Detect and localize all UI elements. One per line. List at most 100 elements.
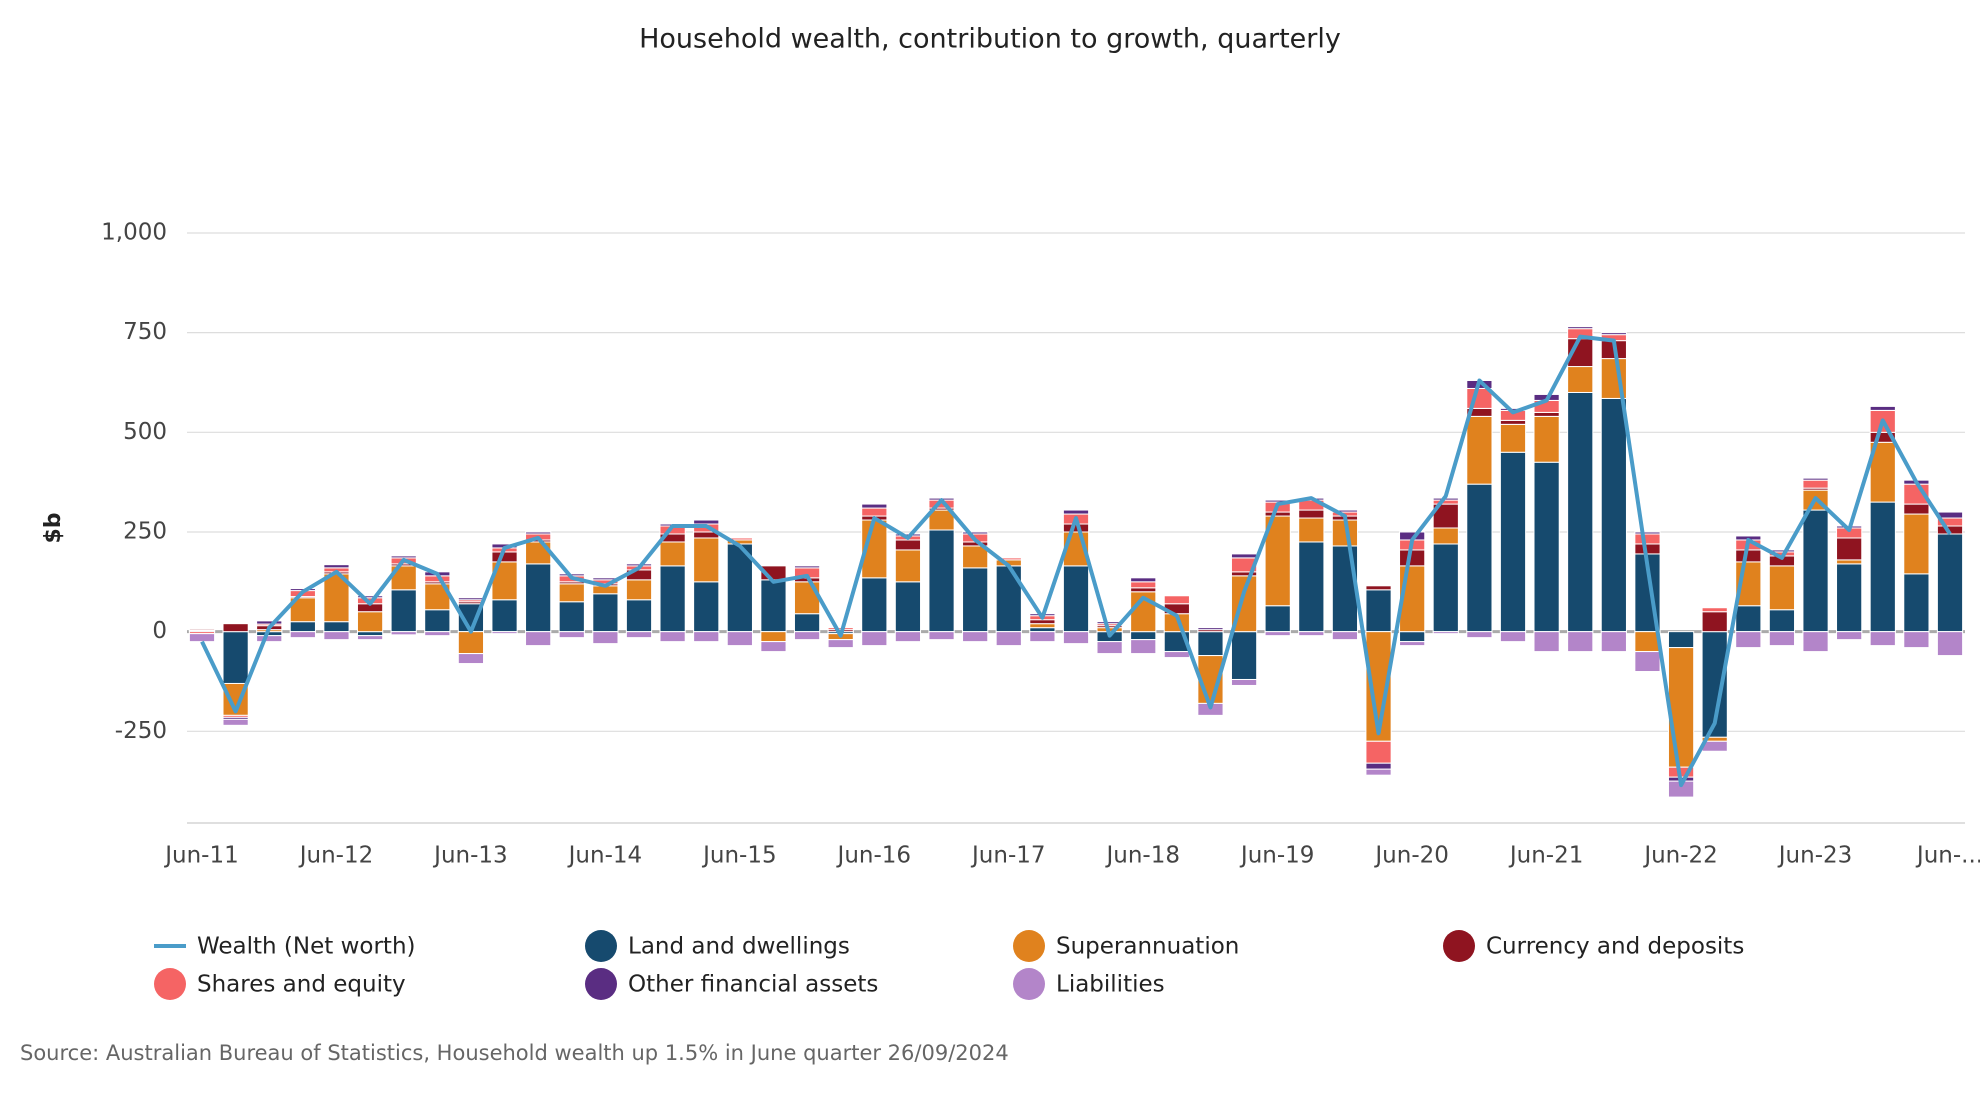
bar-segment: [1499, 419, 1527, 425]
bar-segment: [1567, 631, 1594, 653]
bar-segment: [289, 631, 316, 639]
bar-segment: [793, 631, 821, 641]
bar-segment: [995, 557, 1022, 561]
legend-swatch: [585, 930, 617, 962]
legend-swatch: [585, 968, 617, 1000]
bar-segment: [693, 519, 720, 525]
bar-segment: [1062, 631, 1090, 645]
bar-segment: [356, 611, 384, 633]
bar-segment: [625, 599, 653, 633]
bar-segment: [424, 609, 451, 633]
bar-segment: [1163, 651, 1190, 659]
bar-segment: [1399, 641, 1426, 647]
bar-segment: [1399, 549, 1426, 567]
bar-segment: [894, 539, 922, 551]
bar-segment: [1062, 565, 1090, 633]
bar-segment: [1499, 451, 1527, 633]
bar-segment: [1802, 477, 1829, 481]
bar-segment: [1567, 391, 1594, 633]
bar-segment: [693, 537, 720, 583]
bar-segment: [1701, 611, 1728, 633]
bar-segment: [827, 639, 854, 649]
bar-segment: [323, 621, 350, 633]
bar-segment: [1331, 631, 1359, 641]
bar-segment: [1533, 631, 1560, 653]
x-tick-label: Jun-11: [163, 843, 239, 869]
bar-segment: [1264, 605, 1291, 633]
bar-segment: [1869, 501, 1896, 633]
bar-segment: [928, 529, 955, 633]
bar-segment: [1029, 619, 1056, 625]
bar-segment: [222, 631, 249, 684]
bar-segment: [861, 507, 888, 517]
x-tick-label: Jun-14: [567, 843, 643, 869]
bar-segment: [1499, 631, 1527, 643]
bar-segment: [793, 565, 821, 569]
x-tick-label: Jun-22: [1642, 843, 1718, 869]
bar-segment: [995, 631, 1022, 647]
bar-segment: [1432, 543, 1459, 633]
x-tick-label: Jun-21: [1508, 843, 1584, 869]
bar-segment: [861, 503, 888, 509]
bar-segment: [861, 631, 888, 647]
y-tick-label: 1,000: [101, 220, 167, 246]
bar-segment: [356, 595, 384, 599]
legend-swatch: [154, 968, 186, 1000]
bar-segment: [356, 631, 384, 637]
bar-segment: [1802, 509, 1829, 633]
legend-swatch: [1443, 930, 1475, 962]
bar-segment: [491, 631, 518, 635]
bar-segment: [1802, 631, 1829, 653]
bar-segment: [1365, 740, 1392, 764]
bar-segment: [558, 583, 585, 603]
bar-segment: [1903, 503, 1930, 515]
bar-segment: [1298, 509, 1325, 519]
bar-segment: [1667, 647, 1695, 768]
bar-segment: [558, 601, 585, 633]
bar-segment: [1432, 631, 1459, 635]
bar-segment: [1735, 605, 1762, 633]
bar-segment: [1634, 533, 1661, 545]
bar-segment: [1768, 565, 1796, 611]
bar-segment: [1701, 607, 1728, 613]
bar-segment: [625, 579, 653, 601]
bar-segment: [525, 541, 552, 565]
bar-segment: [1365, 589, 1392, 633]
bar-segment: [1667, 631, 1695, 649]
bar-segment: [592, 593, 619, 633]
bar-segment: [525, 531, 552, 535]
x-tick-label: Jun-16: [836, 843, 912, 869]
bar-segment: [1230, 678, 1258, 686]
x-tick-label: Jun-13: [432, 843, 508, 869]
bar-segment: [491, 551, 518, 563]
y-tick-label: 750: [123, 319, 167, 345]
bar-segment: [1903, 513, 1930, 575]
bar-segment: [625, 631, 653, 639]
bar-segment: [457, 631, 485, 655]
bar-segment: [894, 549, 922, 583]
legend-label: Superannuation: [1056, 934, 1239, 960]
bar-segment: [1567, 326, 1594, 330]
x-tick-label: Jun-19: [1239, 843, 1315, 869]
bar-segment: [1130, 631, 1157, 641]
bar-segment: [390, 555, 417, 559]
legend-swatch: [1013, 968, 1045, 1000]
bar-segment: [1600, 332, 1627, 336]
bar-segment: [1600, 631, 1627, 653]
bar-segment: [659, 631, 686, 643]
bar-segment: [1365, 585, 1392, 591]
bar-segment: [390, 631, 417, 636]
bar-segment: [1466, 483, 1493, 633]
bar-segment: [1298, 631, 1325, 637]
source-note: Source: Australian Bureau of Statistics,…: [20, 1041, 1009, 1065]
bar-segment: [962, 567, 989, 633]
legend-label: Liabilities: [1056, 972, 1165, 998]
x-tick-label: Jun-17: [970, 843, 1046, 869]
bar-segment: [188, 627, 216, 629]
bar-segment: [222, 718, 249, 726]
bar-segment: [1365, 762, 1392, 770]
bar-segment: [1802, 479, 1829, 489]
bar-segment: [1130, 587, 1157, 593]
bar-segment: [1936, 631, 1964, 657]
